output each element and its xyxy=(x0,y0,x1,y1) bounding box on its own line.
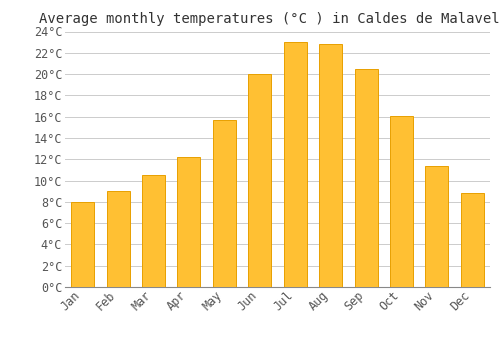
Bar xyxy=(106,191,130,287)
Bar xyxy=(71,202,94,287)
Bar xyxy=(248,74,272,287)
Bar xyxy=(426,166,448,287)
Bar xyxy=(178,157,201,287)
Bar xyxy=(354,69,378,287)
Bar xyxy=(390,116,413,287)
Bar xyxy=(319,44,342,287)
Bar xyxy=(213,120,236,287)
Bar xyxy=(142,175,165,287)
Title: Average monthly temperatures (°C ) in Caldes de Malavella: Average monthly temperatures (°C ) in Ca… xyxy=(39,12,500,26)
Bar xyxy=(461,193,484,287)
Bar xyxy=(284,42,306,287)
